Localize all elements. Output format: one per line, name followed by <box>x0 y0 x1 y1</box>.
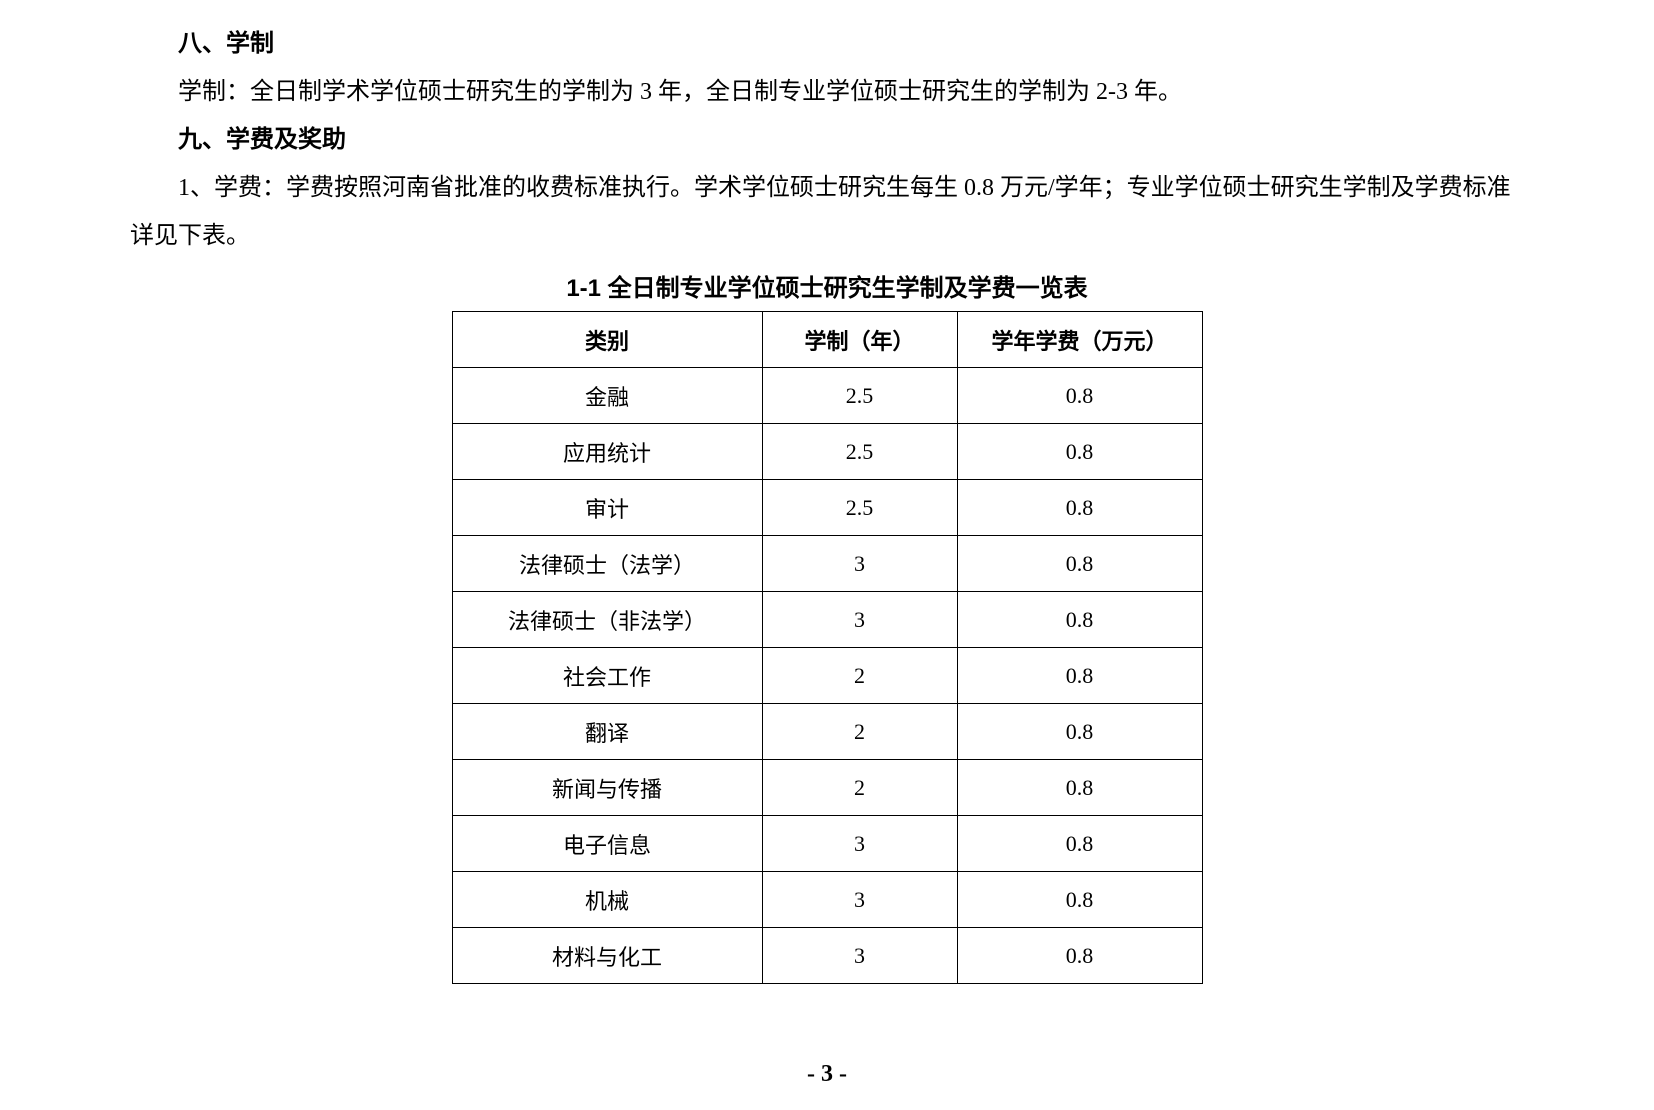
cell-category: 翻译 <box>452 704 762 760</box>
table-header-category: 类别 <box>452 312 762 368</box>
table-row: 法律硕士（法学）30.8 <box>452 536 1202 592</box>
table-row: 机械30.8 <box>452 872 1202 928</box>
fee-table: 类别 学制（年） 学年学费（万元） 金融2.50.8 应用统计2.50.8 审计… <box>452 311 1203 984</box>
table-header-duration: 学制（年） <box>762 312 957 368</box>
cell-duration: 2.5 <box>762 424 957 480</box>
table-row: 应用统计2.50.8 <box>452 424 1202 480</box>
cell-category: 应用统计 <box>452 424 762 480</box>
cell-fee: 0.8 <box>957 760 1202 816</box>
table-row: 翻译20.8 <box>452 704 1202 760</box>
cell-duration: 2 <box>762 648 957 704</box>
section-8-heading: 八、学制 <box>130 20 1524 68</box>
cell-duration: 2.5 <box>762 368 957 424</box>
section-9-paragraph: 1、学费：学费按照河南省批准的收费标准执行。学术学位硕士研究生每生 0.8 万元… <box>130 164 1524 260</box>
cell-fee: 0.8 <box>957 592 1202 648</box>
table-row: 金融2.50.8 <box>452 368 1202 424</box>
table-row: 社会工作20.8 <box>452 648 1202 704</box>
table-row: 电子信息30.8 <box>452 816 1202 872</box>
cell-fee: 0.8 <box>957 872 1202 928</box>
table-header-row: 类别 学制（年） 学年学费（万元） <box>452 312 1202 368</box>
cell-category: 金融 <box>452 368 762 424</box>
table-row: 审计2.50.8 <box>452 480 1202 536</box>
table-header-fee: 学年学费（万元） <box>957 312 1202 368</box>
cell-fee: 0.8 <box>957 816 1202 872</box>
cell-duration: 2 <box>762 704 957 760</box>
cell-category: 材料与化工 <box>452 928 762 984</box>
cell-fee: 0.8 <box>957 928 1202 984</box>
cell-category: 法律硕士（非法学） <box>452 592 762 648</box>
table-row: 新闻与传播20.8 <box>452 760 1202 816</box>
cell-category: 法律硕士（法学） <box>452 536 762 592</box>
cell-fee: 0.8 <box>957 424 1202 480</box>
table-caption: 1-1 全日制专业学位硕士研究生学制及学费一览表 <box>130 268 1524 303</box>
section-8-paragraph: 学制：全日制学术学位硕士研究生的学制为 3 年，全日制专业学位硕士研究生的学制为… <box>130 68 1524 116</box>
cell-duration: 2 <box>762 760 957 816</box>
cell-fee: 0.8 <box>957 368 1202 424</box>
table-row: 材料与化工30.8 <box>452 928 1202 984</box>
cell-category: 社会工作 <box>452 648 762 704</box>
cell-fee: 0.8 <box>957 480 1202 536</box>
table-body: 金融2.50.8 应用统计2.50.8 审计2.50.8 法律硕士（法学）30.… <box>452 368 1202 984</box>
cell-category: 新闻与传播 <box>452 760 762 816</box>
table-row: 法律硕士（非法学）30.8 <box>452 592 1202 648</box>
cell-category: 机械 <box>452 872 762 928</box>
cell-fee: 0.8 <box>957 704 1202 760</box>
page-number: - 3 - <box>0 1061 1654 1088</box>
cell-duration: 3 <box>762 536 957 592</box>
cell-fee: 0.8 <box>957 648 1202 704</box>
cell-duration: 3 <box>762 872 957 928</box>
cell-category: 电子信息 <box>452 816 762 872</box>
cell-duration: 2.5 <box>762 480 957 536</box>
cell-duration: 3 <box>762 816 957 872</box>
cell-category: 审计 <box>452 480 762 536</box>
cell-duration: 3 <box>762 928 957 984</box>
section-9-heading: 九、学费及奖助 <box>130 116 1524 164</box>
cell-fee: 0.8 <box>957 536 1202 592</box>
cell-duration: 3 <box>762 592 957 648</box>
